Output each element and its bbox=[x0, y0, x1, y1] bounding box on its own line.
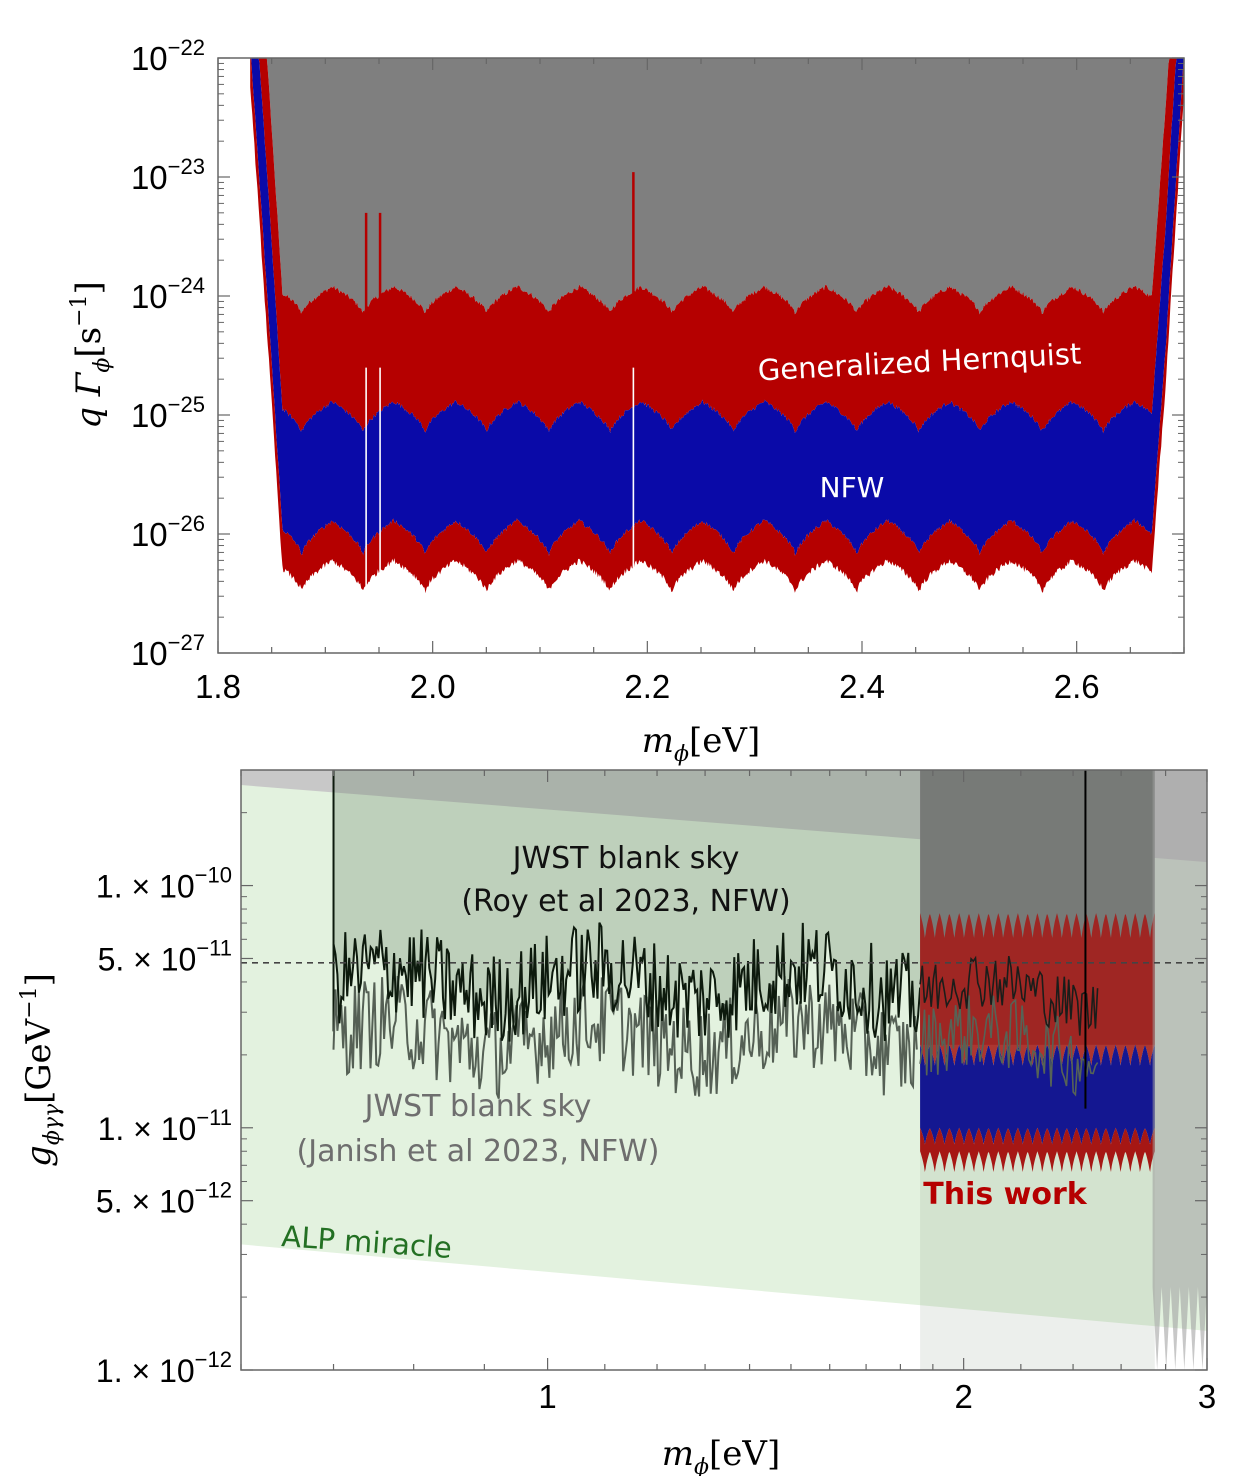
top-x-tick-label: 1.8 bbox=[195, 668, 241, 705]
top-hernquist-lower bbox=[250, 58, 1184, 594]
janish-2023-curve bbox=[332, 975, 918, 1099]
bottom-x-tick-label: 3 bbox=[1198, 1378, 1216, 1415]
bottom-plot-area bbox=[241, 770, 1207, 1370]
this-work-red-lower bbox=[920, 1127, 1155, 1172]
top-grey-region bbox=[250, 58, 1184, 315]
label-janish-line1: JWST blank sky bbox=[363, 1089, 592, 1124]
top-hernquist-upper bbox=[250, 58, 1184, 434]
right-grey-spikes bbox=[1152, 770, 1207, 1370]
top-x-tick-label: 2.2 bbox=[624, 668, 670, 705]
top-y-tick-label: 10−27 bbox=[131, 630, 205, 672]
label-roy-line1: JWST blank sky bbox=[511, 841, 740, 876]
label-nfw: NFW bbox=[820, 471, 885, 504]
bottom-x-axis-title: mϕ[eV] bbox=[662, 1434, 780, 1476]
label-roy-line2: (Roy et al 2023, NFW) bbox=[461, 884, 790, 919]
bottom-y-axis-title: gϕγγ[GeV−1] bbox=[17, 973, 65, 1167]
label-janish-line2: (Janish et al 2023, NFW) bbox=[297, 1134, 660, 1169]
top-y-tick-label: 10−25 bbox=[131, 392, 205, 434]
this-work-overlay bbox=[920, 770, 1155, 1370]
top-y-tick-label: 10−22 bbox=[131, 35, 205, 77]
bottom-chart: 1 2 3 1. × 10−10 5. × 10−11 1. × 10−11 5. × 10… bbox=[17, 769, 1216, 1476]
top-x-tick-label: 2.4 bbox=[839, 668, 885, 705]
top-x-tick-label: 2.0 bbox=[410, 668, 456, 705]
top-chart: 1.8 2.0 2.2 2.4 2.6 10−22 10−23 10−24 10−25 10−26… bbox=[67, 35, 1185, 767]
top-nfw-band bbox=[250, 58, 1184, 556]
bottom-y-tick-label: 1. × 10−12 bbox=[96, 1347, 232, 1389]
roy-2023-curve bbox=[332, 922, 922, 1042]
janish-overlap-curve bbox=[919, 995, 1099, 1097]
roy-overlap-curve bbox=[919, 955, 1099, 1036]
roy-excluded-region bbox=[333, 770, 921, 1042]
bottom-y-tick-label: 5. × 10−12 bbox=[96, 1178, 232, 1220]
top-x-axis-title: mϕ[eV] bbox=[642, 721, 760, 767]
top-x-tick-label: 2.6 bbox=[1054, 668, 1100, 705]
bottom-x-tick-label: 2 bbox=[954, 1378, 972, 1415]
top-y-axis-title: q Γϕ[s−1] bbox=[67, 281, 115, 429]
top-y-tick-label: 10−24 bbox=[131, 273, 205, 315]
top-y-tick-label: 10−26 bbox=[131, 511, 205, 553]
bottom-x-tick-label: 1 bbox=[538, 1378, 556, 1415]
bottom-y-tick-label: 1. × 10−11 bbox=[98, 1105, 232, 1147]
bottom-ticks: 1 2 3 1. × 10−10 5. × 10−11 1. × 10−11 5. × 10… bbox=[96, 769, 1216, 1415]
bottom-frame bbox=[240, 769, 1208, 1371]
top-ticks: 1.8 2.0 2.2 2.4 2.6 10−22 10−23 10−24 10−25 10−26… bbox=[131, 35, 1185, 705]
label-this-work: This work bbox=[923, 1177, 1088, 1212]
bottom-y-tick-label: 5. × 10−11 bbox=[98, 935, 232, 977]
top-plot-area bbox=[250, 58, 1184, 594]
this-work-blue bbox=[920, 1044, 1155, 1145]
bottom-y-tick-label: 1. × 10−10 bbox=[96, 863, 232, 905]
top-y-tick-label: 10−23 bbox=[131, 154, 205, 196]
